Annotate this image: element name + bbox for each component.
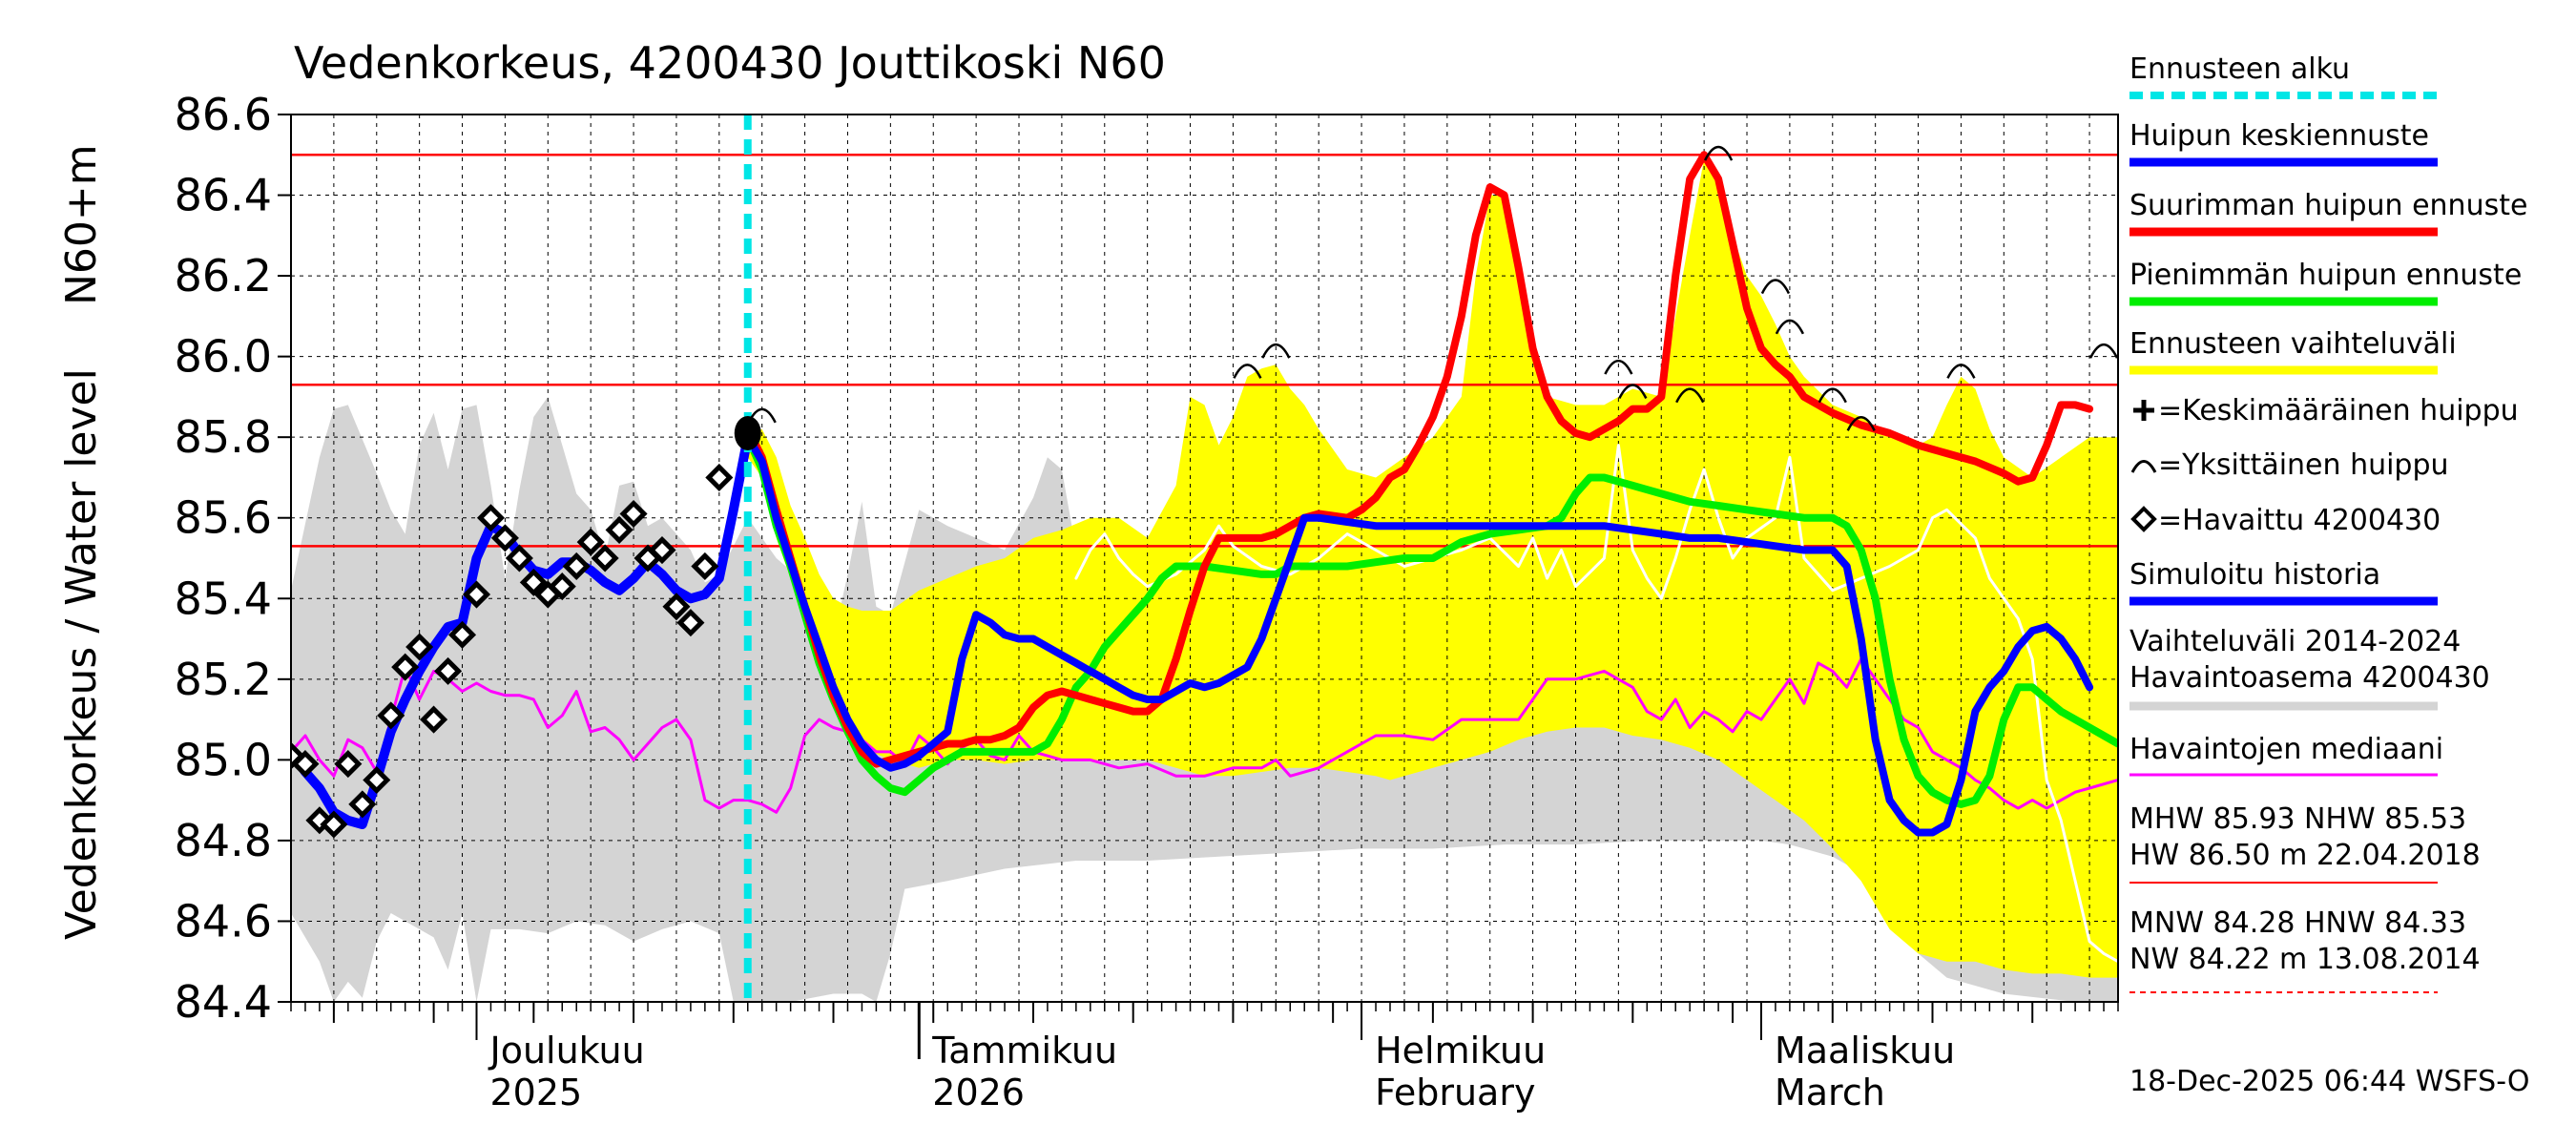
observed-point	[619, 499, 648, 529]
observed-point	[334, 750, 363, 779]
y-tick-label: 85.4	[175, 572, 272, 624]
observed-point	[662, 593, 691, 621]
x-year-label: 2026	[932, 1072, 1025, 1114]
x-month-label: Tammikuu	[931, 1030, 1117, 1072]
y-axis-unit-label: N60+m	[57, 144, 106, 305]
observed-point	[591, 544, 619, 572]
x-month-label: Helmikuu	[1375, 1030, 1546, 1072]
observed-point	[490, 524, 519, 552]
observed-point	[363, 765, 391, 795]
observed-point	[705, 463, 734, 491]
single-peak-marker	[1233, 364, 1262, 379]
single-peak-marker	[1946, 364, 1976, 379]
legend-max-peak-forecast-label: Suurimman huipun ennuste	[2129, 189, 2527, 222]
y-tick-label: 85.0	[175, 734, 272, 785]
y-tick-label: 84.6	[175, 895, 272, 947]
legend-observed-label: =Havaittu 4200430	[2158, 504, 2441, 537]
y-tick-label: 85.8	[175, 411, 272, 463]
observed-point	[447, 620, 477, 649]
legend-mean-peak-forecast-label: Huipun keskiennuste	[2129, 119, 2429, 153]
observed-point	[320, 810, 348, 839]
single-peak-marker	[2088, 343, 2118, 359]
y-tick-label: 86.2	[175, 250, 272, 302]
y-tick-label: 84.4	[175, 976, 272, 1028]
legend-mean-peak-label: =Keskimääräinen huippu	[2158, 394, 2519, 427]
observed-point	[505, 544, 533, 572]
plot-area	[291, 114, 2118, 1002]
single-peak-marker	[747, 407, 777, 424]
max-peak-forecast-line	[743, 151, 2094, 768]
y-tick-label: 85.2	[175, 654, 272, 705]
single-peak-marker	[1846, 416, 1876, 431]
legend-median-label: Havaintojen mediaani	[2129, 733, 2443, 766]
observed-point	[305, 806, 334, 835]
legend-simulated-history-label: Simuloitu historia	[2129, 558, 2380, 592]
single-peak-marker	[1618, 384, 1648, 400]
observed-point	[576, 528, 605, 556]
stats-mnw-hnw: MNW 84.28 HNW 84.33	[2129, 906, 2466, 940]
observed-point	[348, 790, 377, 819]
footer-timestamp: 18-Dec-2025 06:44 WSFS-O	[2129, 1065, 2530, 1098]
legend-min-peak-forecast-label: Pienimmän huipun ennuste	[2129, 259, 2522, 292]
chart-title: Vedenkorkeus, 4200430 Jouttikoski N60	[294, 37, 1166, 89]
single-peak-marker	[1760, 279, 1791, 295]
legend-historical-range-label: Vaihteluväli 2014-2024	[2129, 625, 2461, 658]
observed-point	[391, 653, 420, 681]
median-line	[291, 657, 2118, 814]
legend-single-peak-symbol	[2130, 460, 2157, 473]
legend-mean-peak-symbol	[2133, 400, 2154, 421]
x-year-label: March	[1775, 1072, 1885, 1114]
legend-forecast-range-label: Ennusteen vaihteluväli	[2129, 327, 2457, 361]
observed-point	[548, 572, 576, 601]
observed-point	[476, 504, 505, 532]
observed-point	[405, 633, 434, 661]
observed-point	[291, 750, 320, 779]
axes: 84.4 84.6 84.8 85.0 85.2 85.4 85.6 85.8 86.0 86.2…	[175, 89, 2119, 1114]
observed-point	[562, 552, 591, 580]
observed-point	[377, 701, 405, 730]
single-peak-marker	[1261, 343, 1291, 359]
stats-nw: NW 84.22 m 13.08.2014	[2129, 943, 2481, 976]
y-tick-label: 85.6	[175, 492, 272, 544]
observed-point	[605, 515, 634, 544]
legend-observed-symbol	[2130, 506, 2157, 532]
legend: Ennusteen alku Huipun keskiennuste Suurimm…	[2129, 52, 2527, 777]
single-peak-marker	[1818, 387, 1847, 404]
stats-mhw-nhw: MHW 85.93 NHW 85.53	[2129, 802, 2466, 836]
mean-peak-forecast-line	[743, 433, 2094, 837]
y-axis-label: Vedenkorkeus / Water level	[57, 368, 106, 940]
y-tick-label: 86.6	[175, 89, 272, 140]
x-month-label: Joulukuu	[488, 1030, 644, 1072]
observed-point	[291, 741, 305, 770]
single-peak-marker	[1675, 387, 1705, 404]
x-month-label: Maaliskuu	[1775, 1030, 1955, 1072]
observed-point	[420, 705, 448, 734]
single-peak-marker	[1703, 145, 1734, 161]
x-year-label: 2025	[489, 1072, 582, 1114]
stats-hw: HW 86.50 m 22.04.2018	[2129, 839, 2481, 872]
observed-point	[519, 568, 548, 596]
y-tick-label: 86.4	[175, 170, 272, 221]
min-peak-forecast-line	[743, 433, 2118, 808]
x-year-label: February	[1375, 1072, 1535, 1114]
legend-historical-station-label: Havaintoasema 4200430	[2129, 661, 2490, 695]
observed-point	[676, 609, 705, 637]
single-peak-marker	[1604, 359, 1633, 375]
observed-point	[691, 552, 719, 580]
single-peak-marker	[1775, 319, 1805, 335]
observed-point	[648, 536, 676, 565]
observed-point	[462, 580, 491, 609]
observed-point	[434, 656, 463, 685]
y-tick-label: 84.8	[175, 815, 272, 866]
mean-peak-marker	[734, 415, 761, 450]
y-tick-label: 86.0	[175, 331, 272, 383]
legend-single-peak-label: =Yksittäinen huippu	[2158, 448, 2449, 482]
white-history-line	[1074, 444, 2118, 964]
legend-forecast-start-label: Ennusteen alku	[2129, 52, 2350, 86]
